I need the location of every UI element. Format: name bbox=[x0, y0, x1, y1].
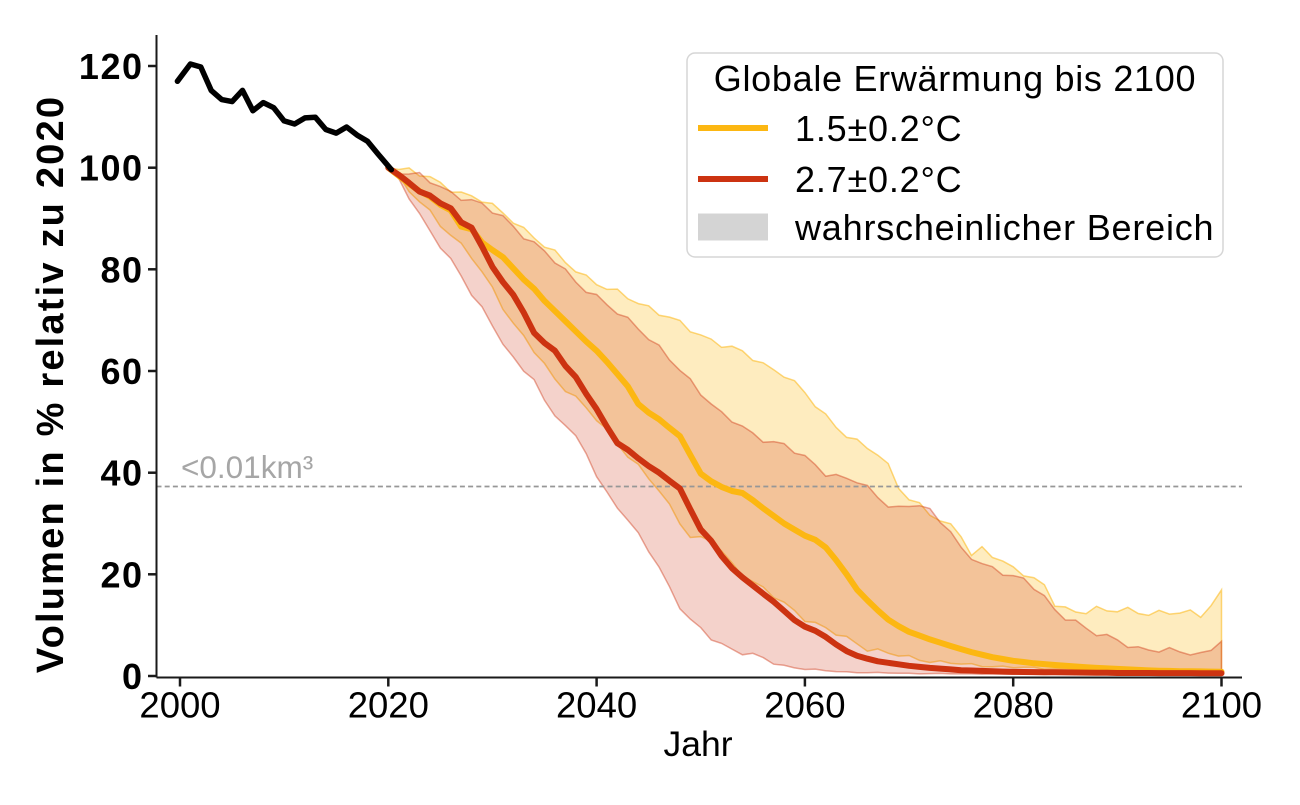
svg-text:wahrscheinlicher Bereich: wahrscheinlicher Bereich bbox=[794, 207, 1214, 248]
svg-text:Jahr: Jahr bbox=[663, 724, 732, 764]
svg-text:2020: 2020 bbox=[348, 685, 429, 726]
svg-text:<0.01km³: <0.01km³ bbox=[181, 449, 313, 485]
svg-text:Globale Erwärmung bis 2100: Globale Erwärmung bis 2100 bbox=[714, 58, 1196, 99]
svg-text:2000: 2000 bbox=[139, 685, 220, 726]
svg-text:0: 0 bbox=[122, 656, 144, 697]
svg-text:100: 100 bbox=[79, 148, 144, 189]
svg-text:2080: 2080 bbox=[973, 685, 1054, 726]
svg-text:1.5±0.2°C: 1.5±0.2°C bbox=[795, 108, 962, 149]
svg-text:2100: 2100 bbox=[1181, 685, 1262, 726]
svg-text:60: 60 bbox=[100, 351, 143, 392]
svg-text:2040: 2040 bbox=[556, 685, 637, 726]
svg-text:2.7±0.2°C: 2.7±0.2°C bbox=[795, 159, 962, 200]
svg-text:20: 20 bbox=[100, 554, 143, 595]
svg-text:120: 120 bbox=[79, 46, 144, 87]
svg-text:2060: 2060 bbox=[764, 685, 845, 726]
svg-text:80: 80 bbox=[100, 249, 143, 290]
svg-text:40: 40 bbox=[100, 453, 143, 494]
svg-text:Volumen in % relativ zu 2020: Volumen in % relativ zu 2020 bbox=[30, 95, 72, 673]
